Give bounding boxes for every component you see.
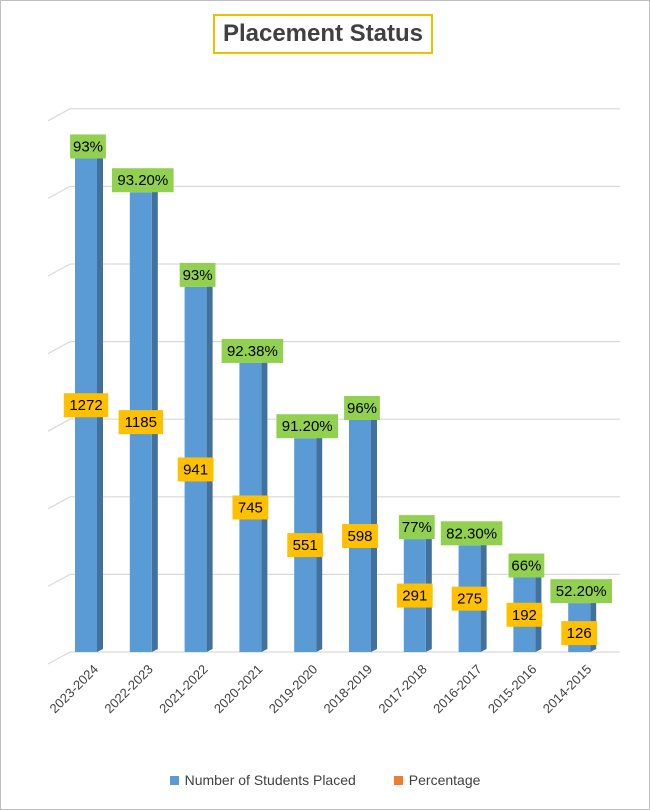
gridline-perspective: [47, 108, 71, 122]
data-label-box: [344, 395, 380, 420]
x-tick-label: 2018-2019: [321, 662, 376, 717]
gridlines: [47, 108, 620, 665]
data-label: 52.20%: [550, 579, 612, 604]
legend-swatch-students: [169, 775, 179, 785]
data-label-text: 1272: [69, 397, 102, 414]
data-label-text: 598: [347, 528, 372, 545]
legend-label-percentage: Percentage: [408, 772, 481, 788]
data-label-box: [342, 523, 378, 548]
data-label-box: [561, 621, 598, 646]
data-label-text: 1185: [125, 414, 157, 431]
data-label: 598: [342, 523, 378, 548]
data-labels: 93% 1272 93.20% 1185 93% 941 92.38% 745 91.20% 55…: [63, 134, 612, 646]
data-label: 291: [396, 583, 433, 608]
gridline-perspective: [47, 651, 71, 665]
data-label-text: 91.20%: [282, 418, 333, 435]
legend-item-percentage: Percentage: [393, 772, 481, 788]
data-label-box: [177, 457, 214, 482]
data-label: 66%: [508, 553, 545, 578]
data-label: 1272: [63, 393, 109, 418]
bars: [75, 155, 597, 653]
data-label-text: 93.20%: [117, 172, 168, 189]
data-label-text: 96%: [347, 400, 377, 417]
data-label: 1185: [118, 410, 163, 435]
data-label-text: 93%: [73, 138, 103, 155]
x-tick-label: 2021-2022: [156, 662, 211, 717]
data-label: 93%: [70, 134, 106, 159]
data-label: 91.20%: [276, 414, 338, 439]
data-label-box: [451, 586, 488, 611]
chart-title-box: Placement Status: [213, 14, 433, 54]
data-label-text: 126: [567, 625, 592, 642]
data-label: 93.20%: [112, 168, 174, 193]
data-label-box: [112, 168, 174, 193]
data-label-box: [221, 338, 284, 363]
data-label: 551: [287, 533, 324, 558]
x-tick-label: 2022-2023: [101, 662, 156, 717]
data-label: 192: [506, 602, 543, 627]
data-label-text: 941: [183, 461, 208, 478]
x-tick-label: 2017-2018: [375, 662, 430, 717]
data-label-box: [63, 393, 109, 418]
data-label-text: 52.20%: [556, 583, 607, 600]
gridline-perspective: [47, 341, 71, 355]
x-tick-label: 2016-2017: [430, 662, 485, 717]
data-label: 93%: [179, 262, 216, 287]
data-label-box: [550, 579, 612, 604]
data-label: 82.30%: [440, 521, 503, 546]
data-label-box: [440, 521, 503, 546]
gridline-perspective: [47, 573, 71, 587]
data-label-text: 92.38%: [227, 343, 278, 360]
data-label-text: 275: [457, 591, 482, 608]
data-label-text: 551: [293, 537, 318, 554]
x-tick-label: 2020-2021: [211, 662, 266, 717]
data-label: 96%: [344, 395, 380, 420]
data-label-box: [232, 495, 269, 520]
data-label-box: [398, 515, 435, 540]
x-tick-label: 2015-2016: [485, 662, 540, 717]
data-label: 126: [561, 621, 598, 646]
data-label-text: 66%: [511, 558, 541, 575]
data-label: 941: [177, 457, 214, 482]
data-label-text: 93%: [183, 267, 213, 284]
data-label-box: [276, 414, 338, 439]
x-tick-label: 2019-2020: [266, 662, 321, 717]
data-label-text: 77%: [402, 519, 432, 536]
gridline-perspective: [47, 263, 71, 277]
legend-label-students: Number of Students Placed: [184, 772, 356, 788]
data-label: 275: [451, 586, 488, 611]
legend-item-students: Number of Students Placed: [169, 772, 356, 788]
gridline-perspective: [47, 496, 71, 510]
gridline-perspective: [47, 418, 71, 432]
data-label-text: 192: [512, 607, 537, 624]
data-label-box: [396, 583, 433, 608]
data-label-box: [118, 410, 163, 435]
legend: Number of Students Placed Percentage: [0, 768, 650, 792]
data-label-text: 82.30%: [446, 525, 497, 542]
data-label-box: [179, 262, 216, 287]
data-label: 77%: [398, 515, 435, 540]
data-label-box: [70, 134, 106, 159]
x-tick-label: 2023-2024: [47, 662, 102, 717]
x-axis-ticks: 2023-2024 2022-2023 2021-2022 2020-2021 2019…: [47, 662, 595, 717]
data-label: 92.38%: [221, 338, 284, 363]
legend-swatch-percentage: [393, 775, 403, 785]
data-label-text: 745: [238, 499, 263, 516]
data-label-box: [506, 602, 543, 627]
data-label-box: [287, 533, 324, 558]
data-label-text: 291: [402, 588, 427, 605]
data-label: 745: [232, 495, 269, 520]
data-label-box: [508, 553, 545, 578]
chart-title: Placement Status: [222, 20, 424, 47]
gridline-perspective: [47, 185, 71, 199]
x-tick-label: 2014-2015: [540, 662, 595, 717]
